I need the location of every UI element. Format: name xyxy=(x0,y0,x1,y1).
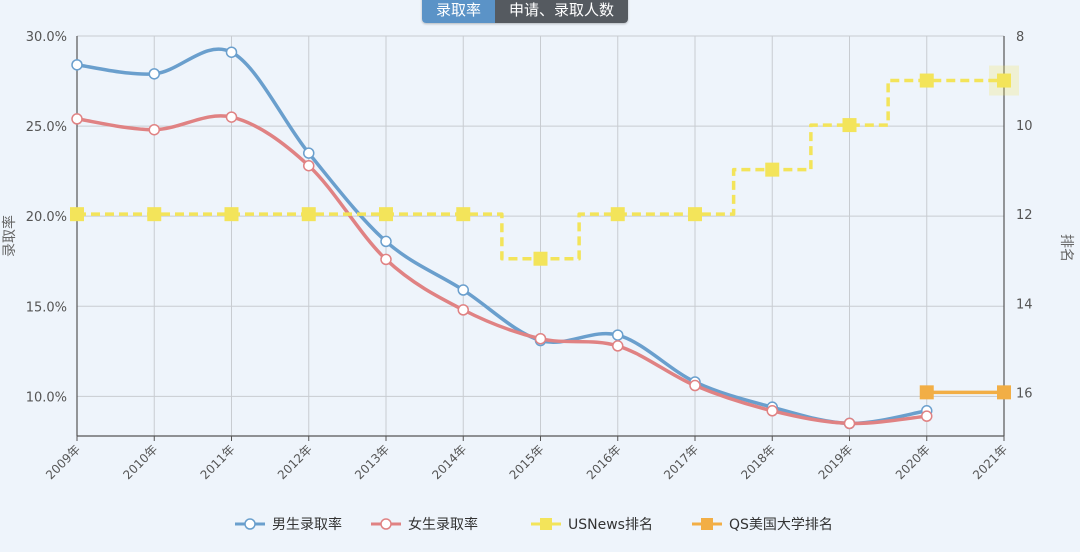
data-point xyxy=(224,207,239,222)
data-point xyxy=(997,385,1011,400)
legend-marker xyxy=(701,518,713,530)
y-left-tick-label: 15.0% xyxy=(26,300,67,315)
data-point xyxy=(148,68,160,80)
data-point xyxy=(147,207,162,222)
data-point xyxy=(379,207,393,222)
data-point xyxy=(457,284,469,296)
y-left-tick-label: 30.0% xyxy=(26,30,67,45)
data-point xyxy=(766,405,778,417)
legend-label: 女生录取率 xyxy=(408,516,478,533)
y-right-tick-label: 14 xyxy=(1016,297,1033,312)
data-point xyxy=(380,253,392,266)
x-tick-label: 2020年 xyxy=(893,442,933,482)
x-tick-label: 2010年 xyxy=(120,442,160,482)
y-right-axis-title: 排名 xyxy=(1058,234,1074,262)
y-left-axis-title: 录取率 xyxy=(1,215,18,257)
series-line-1 xyxy=(76,114,927,426)
legend-label: 男生录取率 xyxy=(272,516,342,533)
x-tick-label: 2018年 xyxy=(738,442,778,482)
hover-highlight xyxy=(989,65,1019,96)
data-point xyxy=(380,235,392,248)
y-right-tick-label: 12 xyxy=(1016,208,1033,223)
data-point xyxy=(765,162,780,177)
data-point xyxy=(534,332,547,345)
legend-marker xyxy=(540,518,552,530)
data-point xyxy=(457,304,469,316)
data-point xyxy=(71,59,83,71)
chart-tab-group: 录取率 申请、录取人数 xyxy=(422,0,629,23)
y-right-tick-label: 16 xyxy=(1016,386,1033,401)
x-tick-label: 2017年 xyxy=(661,442,701,482)
data-point xyxy=(148,123,160,136)
x-tick-label: 2021年 xyxy=(970,442,1010,482)
x-tick-label: 2019年 xyxy=(816,442,856,482)
x-tick-label: 2016年 xyxy=(584,442,624,482)
x-tick-label: 2011年 xyxy=(198,442,238,482)
y-left-tick-label: 25.0% xyxy=(26,120,67,135)
data-point xyxy=(843,417,856,430)
y-left-tick-label: 20.0% xyxy=(26,210,67,225)
y-left-tick-label: 10.0% xyxy=(26,390,67,405)
tab-admission-rate[interactable]: 录取率 xyxy=(422,0,496,23)
data-point xyxy=(921,410,933,422)
tab-applicants-admitted[interactable]: 申请、录取人数 xyxy=(495,0,629,23)
data-point xyxy=(71,113,83,125)
x-tick-label: 2013年 xyxy=(352,442,392,482)
data-point xyxy=(997,73,1011,88)
x-tick-label: 2009年 xyxy=(43,442,83,482)
y-right-tick-label: 8 xyxy=(1016,30,1024,45)
data-point xyxy=(842,118,857,133)
data-point xyxy=(456,207,471,222)
legend-marker xyxy=(244,518,256,530)
data-point xyxy=(301,207,316,222)
data-point xyxy=(533,251,548,266)
x-tick-label: 2015年 xyxy=(507,442,547,482)
data-point xyxy=(303,159,315,172)
legend-marker xyxy=(380,518,392,530)
data-point xyxy=(689,379,701,392)
data-point xyxy=(610,207,625,222)
y-right-tick-label: 10 xyxy=(1016,119,1033,134)
data-point xyxy=(612,329,624,341)
data-point xyxy=(919,73,934,88)
data-point xyxy=(303,147,315,159)
legend-label: USNews排名 xyxy=(568,517,653,533)
x-tick-label: 2014年 xyxy=(429,442,469,482)
x-tick-label: 2012年 xyxy=(275,442,315,482)
legend-label: QS美国大学排名 xyxy=(729,517,833,533)
data-point xyxy=(919,385,934,400)
data-point xyxy=(612,340,624,352)
data-point xyxy=(688,207,702,222)
data-point xyxy=(70,207,84,222)
data-point xyxy=(225,46,238,58)
data-point xyxy=(225,111,238,123)
series-line-0 xyxy=(76,47,928,426)
